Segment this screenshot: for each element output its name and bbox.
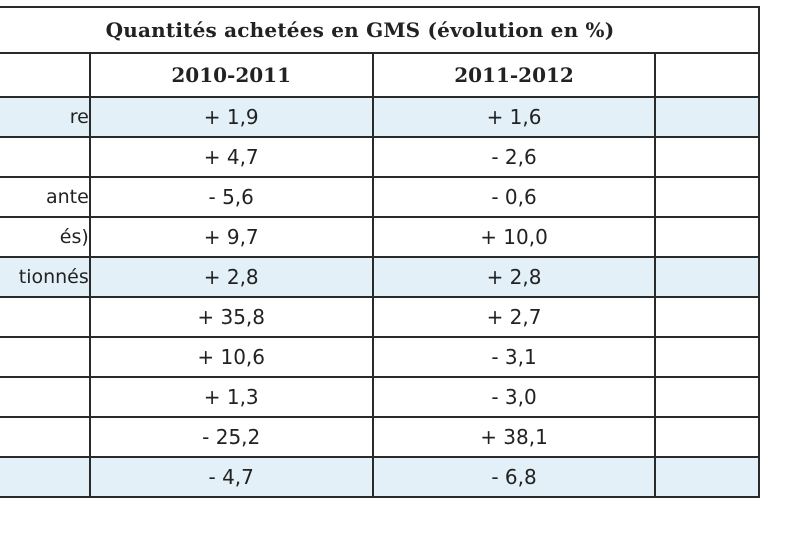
value-extra (654, 136, 760, 178)
value-extra (654, 176, 760, 218)
table-body: re + 1,9 + 1,6 + 4,7- 2,6 ante - 5,6- 0,6 és) +… (0, 96, 760, 498)
row-label: tionnés (0, 256, 91, 298)
value-2010-2011: - 4,7 (88, 456, 374, 498)
value-2011-2012: + 10,0 (371, 216, 657, 258)
value-2011-2012: + 1,6 (371, 96, 657, 138)
value-extra (654, 416, 760, 458)
row-label (0, 416, 91, 458)
table-row: + 4,7- 2,6 (0, 136, 760, 178)
value-extra (654, 336, 760, 378)
value-extra (654, 216, 760, 258)
header-corner (0, 52, 91, 98)
row-label: és) (0, 216, 91, 258)
table-row: ante - 5,6- 0,6 (0, 176, 760, 218)
value-2011-2012: - 3,1 (371, 336, 657, 378)
table-row: + 35,8 + 2,7 (0, 296, 760, 338)
value-2010-2011: + 1,3 (88, 376, 374, 418)
table-row: - 4,7- 6,8 (0, 456, 760, 498)
table-row: + 1,3- 3,0 (0, 376, 760, 418)
value-2010-2011: + 2,8 (88, 256, 374, 298)
value-2011-2012: - 0,6 (371, 176, 657, 218)
table-row: és) + 9,7 + 10,0 (0, 216, 760, 258)
table-row: - 25,2 + 38,1 (0, 416, 760, 458)
row-label: ante (0, 176, 91, 218)
row-label (0, 136, 91, 178)
column-header-2010-2011: 2010-2011 (88, 52, 374, 98)
table-row: + 10,6- 3,1 (0, 336, 760, 378)
row-label (0, 336, 91, 378)
value-2010-2011: + 1,9 (88, 96, 374, 138)
value-extra (654, 96, 760, 138)
table-title: Quantités achetées en GMS (évolution en … (0, 6, 760, 54)
row-label (0, 296, 91, 338)
value-extra (654, 376, 760, 418)
value-2011-2012: + 2,7 (371, 296, 657, 338)
value-2010-2011: - 5,6 (88, 176, 374, 218)
value-2011-2012: - 6,8 (371, 456, 657, 498)
value-extra (654, 456, 760, 498)
value-extra (654, 256, 760, 298)
value-2011-2012: - 3,0 (371, 376, 657, 418)
column-header-2011-2012: 2011-2012 (371, 52, 657, 98)
value-2011-2012: + 2,8 (371, 256, 657, 298)
table-row: re + 1,9 + 1,6 (0, 96, 760, 138)
row-label (0, 376, 91, 418)
row-label (0, 456, 91, 498)
value-2010-2011: + 4,7 (88, 136, 374, 178)
table-row: tionnés + 2,8 + 2,8 (0, 256, 760, 298)
row-label: re (0, 96, 91, 138)
column-header-extra (654, 52, 760, 98)
purchase-volume-table: Quantités achetées en GMS (évolution en … (0, 6, 760, 498)
value-extra (654, 296, 760, 338)
title-row: Quantités achetées en GMS (évolution en … (0, 6, 760, 54)
value-2010-2011: + 10,6 (88, 336, 374, 378)
value-2011-2012: - 2,6 (371, 136, 657, 178)
value-2010-2011: - 25,2 (88, 416, 374, 458)
value-2010-2011: + 35,8 (88, 296, 374, 338)
value-2011-2012: + 38,1 (371, 416, 657, 458)
value-2010-2011: + 9,7 (88, 216, 374, 258)
header-row: 2010-2011 2011-2012 (0, 52, 760, 98)
